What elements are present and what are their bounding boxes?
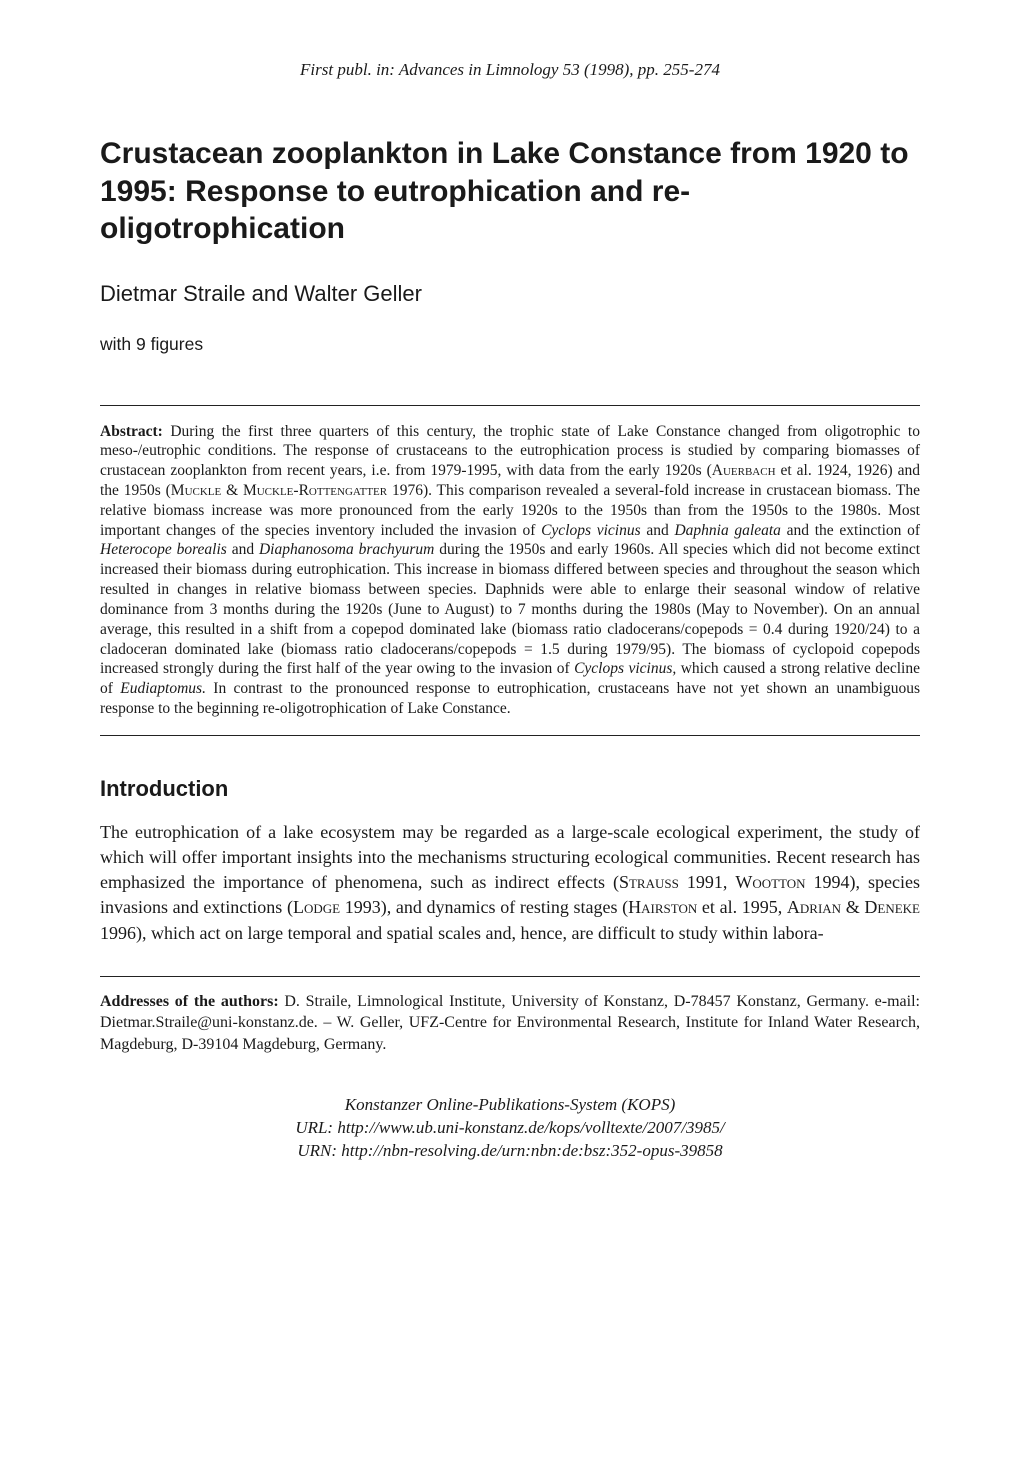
kops-line-2: URL: http://www.ub.uni-konstanz.de/kops/…: [100, 1117, 920, 1140]
kops-line-1: Konstanzer Online-Publikations-System (K…: [100, 1094, 920, 1117]
divider-bottom: [100, 735, 920, 736]
species-daphnia-galeata: Daphnia galeata: [674, 522, 780, 539]
abstract-paragraph: Abstract: During the first three quarter…: [100, 422, 920, 719]
intro-text: et al. 1995,: [697, 897, 787, 917]
intro-text: 1991,: [679, 872, 736, 892]
divider-top: [100, 405, 920, 406]
abstract-label: Abstract:: [100, 423, 163, 440]
abstract-text: and: [641, 522, 675, 539]
abstract-text: In contrast to the pronounced response t…: [100, 680, 920, 717]
publication-line: First publ. in: Advances in Limnology 53…: [100, 60, 920, 80]
paper-title: Crustacean zooplankton in Lake Constance…: [100, 135, 920, 248]
kops-line-3: URN: http://nbn-resolving.de/urn:nbn:de:…: [100, 1140, 920, 1163]
species-diaphanosoma: Diaphanosoma brachyurum: [259, 541, 434, 558]
author-ref-wootton: Wootton: [735, 872, 805, 892]
kops-box: Konstanzer Online-Publikations-System (K…: [100, 1094, 920, 1163]
intro-text: 1996), which act on large temporal and s…: [100, 923, 824, 943]
species-cyclops-vicinus: Cyclops vicinus: [541, 522, 641, 539]
abstract-text: during the 1950s and early 1960s. All sp…: [100, 541, 920, 677]
abstract-text: and: [227, 541, 259, 558]
section-heading-introduction: Introduction: [100, 776, 920, 802]
introduction-paragraph: The eutrophication of a lake ecosystem m…: [100, 820, 920, 946]
author-ref-auerbach: Auerbach: [712, 462, 776, 479]
intro-text: 1993), and dynamics of resting stages (: [340, 897, 628, 917]
species-eudiaptomus: Eudiaptomus.: [120, 680, 206, 697]
author-ref-adrian: Adrian & Deneke: [787, 897, 920, 917]
species-heterocope: Heterocope borealis: [100, 541, 227, 558]
divider-footnote: [100, 976, 920, 977]
abstract-text: and the extinction of: [781, 522, 920, 539]
figures-note: with 9 figures: [100, 334, 920, 355]
addresses-label: Addresses of the authors:: [100, 993, 279, 1010]
author-ref-lodge: Lodge: [293, 897, 340, 917]
author-ref-hairston: Hairston: [628, 897, 697, 917]
species-cyclops-vicinus-2: Cyclops vicinus,: [574, 660, 676, 677]
author-ref-muckle: Muckle & Muckle-Rottengatter: [171, 482, 387, 499]
author-ref-strauss: Strauss: [619, 872, 679, 892]
authors: Dietmar Straile and Walter Geller: [100, 281, 920, 307]
author-addresses: Addresses of the authors: D. Straile, Li…: [100, 991, 920, 1056]
